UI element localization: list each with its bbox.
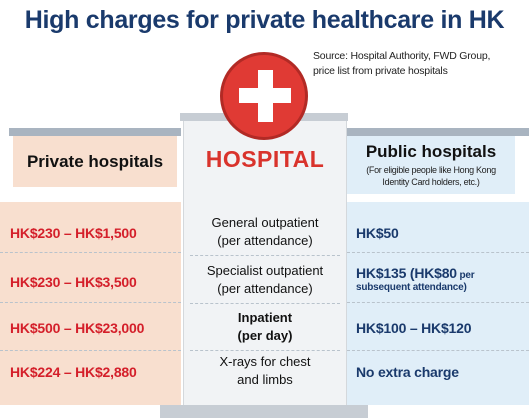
private-price-general-outpatient: HK$230 – HK$1,500 xyxy=(10,225,137,241)
source-note: Source: Hospital Authority, FWD Group, p… xyxy=(313,49,527,79)
service-line-1: General outpatient xyxy=(211,215,319,230)
private-header-box xyxy=(13,136,177,187)
hospital-label: HOSPITAL xyxy=(205,146,325,172)
public-price-xrays: No extra charge xyxy=(356,364,526,380)
medical-cross-icon xyxy=(220,52,308,140)
public-header-box xyxy=(347,136,515,194)
private-row-divider xyxy=(0,252,181,253)
source-line-1: Source: Hospital Authority, FWD Group, xyxy=(313,50,491,62)
source-line-2: price list from private hospitals xyxy=(313,65,448,77)
service-xrays: X-rays for chest and limbs xyxy=(183,353,347,389)
private-price-xrays: HK$224 – HK$2,880 xyxy=(10,364,137,380)
service-line-2: (per attendance) xyxy=(217,281,313,296)
service-line-2: (per attendance) xyxy=(217,233,313,248)
private-panel-roof xyxy=(9,128,181,136)
public-price-panel xyxy=(347,202,529,405)
infographic-title: High charges for private healthcare in H… xyxy=(24,6,505,34)
public-price-inpatient: HK$100 – HK$120 xyxy=(356,320,526,336)
service-line-1: Specialist outpatient xyxy=(206,263,324,278)
public-hospitals-eligibility-note: (For eligible people like Hong Kong Iden… xyxy=(349,164,513,188)
service-line-1: Inpatient xyxy=(237,310,293,325)
private-price-specialist-outpatient: HK$230 – HK$3,500 xyxy=(10,274,137,290)
service-row-divider xyxy=(190,303,340,304)
service-row-divider xyxy=(190,350,340,351)
public-price-value: HK$50 xyxy=(356,225,399,241)
private-row-divider xyxy=(0,302,181,303)
hospital-building-base xyxy=(160,405,368,418)
service-specialist-outpatient: Specialist outpatient (per attendance) xyxy=(183,262,347,298)
public-row-divider xyxy=(347,350,529,351)
public-price-suffix: per xyxy=(456,270,475,281)
public-price-value: No extra charge xyxy=(356,364,459,380)
public-price-general-outpatient: HK$50 xyxy=(356,225,526,241)
private-price-inpatient: HK$500 – HK$23,000 xyxy=(10,320,145,336)
service-inpatient: Inpatient (per day) xyxy=(183,309,347,345)
private-row-divider xyxy=(0,350,181,351)
public-row-divider xyxy=(347,302,529,303)
public-panel-roof xyxy=(347,128,529,136)
public-price-note: subsequent attendance) xyxy=(356,282,467,293)
eligibility-line-2: Identity Card holders, etc.) xyxy=(382,177,480,187)
service-general-outpatient: General outpatient (per attendance) xyxy=(183,214,347,250)
public-price-value: HK$135 (HK$80 xyxy=(356,265,457,281)
public-price-value: HK$100 – HK$120 xyxy=(356,320,472,336)
service-line-2: (per day) xyxy=(237,328,293,343)
public-row-divider xyxy=(347,252,529,253)
private-hospitals-heading: Private hospitals xyxy=(26,152,164,171)
private-price-panel xyxy=(0,202,181,405)
public-price-specialist-outpatient: HK$135 (HK$80 per subsequent attendance) xyxy=(356,265,526,294)
service-row-divider xyxy=(190,255,340,256)
public-hospitals-heading: Public hospitals xyxy=(365,142,497,161)
hospital-building xyxy=(183,121,347,406)
service-line-2: and limbs xyxy=(237,372,293,387)
service-line-1: X-rays for chest xyxy=(219,354,311,369)
eligibility-line-1: (For eligible people like Hong Kong xyxy=(366,165,496,175)
